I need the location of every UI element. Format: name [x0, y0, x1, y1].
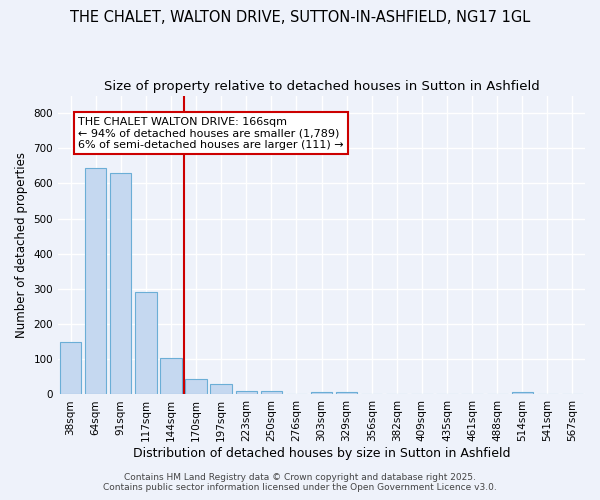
Text: Contains HM Land Registry data © Crown copyright and database right 2025.
Contai: Contains HM Land Registry data © Crown c…: [103, 473, 497, 492]
Y-axis label: Number of detached properties: Number of detached properties: [15, 152, 28, 338]
Bar: [512, 392, 533, 394]
Bar: [211, 384, 232, 394]
Bar: [185, 380, 207, 394]
Title: Size of property relative to detached houses in Sutton in Ashfield: Size of property relative to detached ho…: [104, 80, 539, 93]
Bar: [311, 392, 332, 394]
Bar: [60, 342, 81, 394]
Bar: [236, 391, 257, 394]
Text: THE CHALET, WALTON DRIVE, SUTTON-IN-ASHFIELD, NG17 1GL: THE CHALET, WALTON DRIVE, SUTTON-IN-ASHF…: [70, 10, 530, 25]
Bar: [135, 292, 157, 394]
Bar: [260, 391, 282, 394]
Bar: [85, 168, 106, 394]
X-axis label: Distribution of detached houses by size in Sutton in Ashfield: Distribution of detached houses by size …: [133, 447, 510, 460]
Bar: [110, 173, 131, 394]
Bar: [160, 358, 182, 395]
Bar: [336, 392, 357, 394]
Text: THE CHALET WALTON DRIVE: 166sqm
← 94% of detached houses are smaller (1,789)
6% : THE CHALET WALTON DRIVE: 166sqm ← 94% of…: [78, 116, 344, 150]
